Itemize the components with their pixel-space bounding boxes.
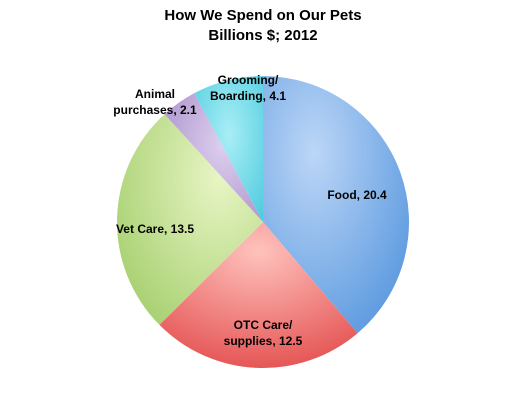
title-line: How We Spend on Our Pets [164,7,362,24]
chart-title: How We Spend on Our Pets Billions $; 201… [0,6,526,46]
slice-animal-purchases [164,93,263,222]
label-grooming: Grooming/Boarding, 4.1 [210,73,286,103]
slice-vet-care [116,114,264,325]
slice-otc-care [159,222,358,369]
label-food: Food, 20.4 [327,188,387,202]
label-animal-purchases: Animal purchases, 2.1 [113,87,197,117]
label-vet-care: Vet Care, 13.5 [116,222,194,236]
subtitle-line: Billions $; 2012 [208,27,318,44]
slice-food [263,76,410,334]
slice-grooming [194,76,263,222]
label-otc-care: OTC Care/supplies, 12.5 [224,318,303,348]
